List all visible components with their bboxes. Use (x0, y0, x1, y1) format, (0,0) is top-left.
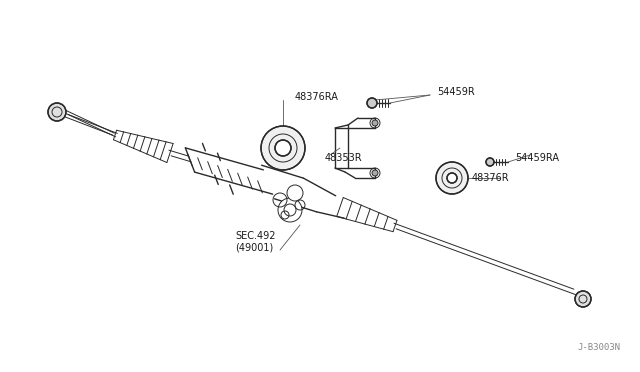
Text: 54459RA: 54459RA (515, 153, 559, 163)
Circle shape (486, 158, 494, 166)
Text: SEC.492
(49001): SEC.492 (49001) (235, 231, 275, 253)
Circle shape (278, 198, 302, 222)
Circle shape (367, 98, 377, 108)
Text: 48353R: 48353R (325, 153, 363, 163)
Text: 48376RA: 48376RA (295, 92, 339, 102)
Circle shape (287, 185, 303, 201)
Circle shape (372, 170, 378, 176)
Circle shape (372, 120, 378, 126)
Circle shape (275, 140, 291, 156)
Circle shape (48, 103, 66, 121)
Circle shape (447, 173, 457, 183)
Circle shape (436, 162, 468, 194)
Circle shape (575, 291, 591, 307)
Text: 48376R: 48376R (472, 173, 509, 183)
Circle shape (261, 126, 305, 170)
Text: J-B3003N: J-B3003N (577, 343, 620, 352)
Text: 54459R: 54459R (437, 87, 475, 97)
